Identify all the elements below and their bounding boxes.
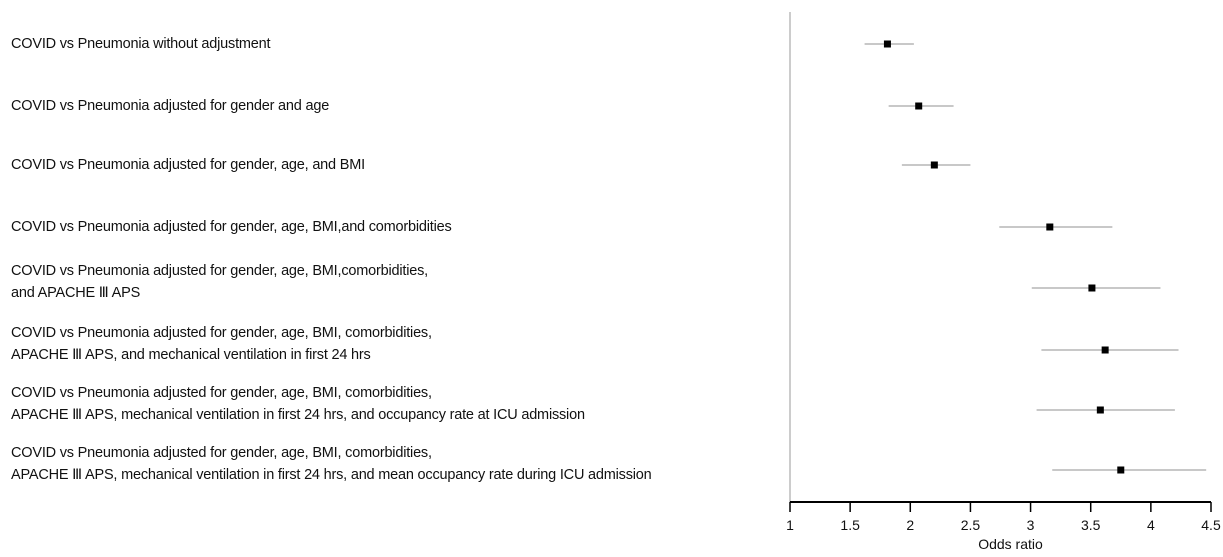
point-estimate bbox=[1088, 284, 1096, 292]
x-axis-title: Odds ratio bbox=[978, 536, 1043, 552]
row-label-line: COVID vs Pneumonia without adjustment bbox=[11, 36, 271, 52]
row-label-line: COVID vs Pneumonia adjusted for gender, … bbox=[11, 263, 428, 279]
row-label-line: APACHE Ⅲ APS, and mechanical ventilation… bbox=[11, 347, 371, 363]
row-label: COVID vs Pneumonia without adjustment bbox=[11, 33, 271, 55]
row-label-line: APACHE Ⅲ APS, mechanical ventilation in … bbox=[11, 407, 585, 423]
row-label-line: COVID vs Pneumonia adjusted for gender, … bbox=[11, 325, 432, 341]
row-label: COVID vs Pneumonia adjusted for gender a… bbox=[11, 95, 329, 117]
row-label-line: and APACHE Ⅲ APS bbox=[11, 285, 141, 301]
row-label: COVID vs Pneumonia adjusted for gender, … bbox=[11, 442, 652, 486]
x-tick-label: 1.5 bbox=[840, 517, 860, 533]
row-label-line: COVID vs Pneumonia adjusted for gender, … bbox=[11, 219, 452, 235]
row-label-line: APACHE Ⅲ APS, mechanical ventilation in … bbox=[11, 467, 652, 483]
point-estimate bbox=[1117, 466, 1125, 474]
row-label: COVID vs Pneumonia adjusted for gender, … bbox=[11, 260, 428, 304]
point-estimate bbox=[1096, 406, 1104, 414]
x-tick-label: 4.5 bbox=[1201, 517, 1221, 533]
x-tick-label: 1 bbox=[786, 517, 794, 533]
row-labels: COVID vs Pneumonia without adjustment COV… bbox=[11, 33, 652, 486]
row-label: COVID vs Pneumonia adjusted for gender, … bbox=[11, 154, 365, 176]
row-label-line: COVID vs Pneumonia adjusted for gender, … bbox=[11, 445, 432, 461]
row-label-line: COVID vs Pneumonia adjusted for gender, … bbox=[11, 385, 432, 401]
x-tick-label: 3.5 bbox=[1081, 517, 1101, 533]
point-estimate bbox=[1046, 223, 1054, 231]
row-label: COVID vs Pneumonia adjusted for gender, … bbox=[11, 216, 452, 238]
x-tick-label: 2 bbox=[906, 517, 914, 533]
x-tick-label: 4 bbox=[1147, 517, 1155, 533]
x-tick-label: 2.5 bbox=[961, 517, 981, 533]
x-tick-label: 3 bbox=[1027, 517, 1035, 533]
row-label: COVID vs Pneumonia adjusted for gender, … bbox=[11, 322, 432, 366]
point-estimate bbox=[883, 40, 891, 48]
point-estimate bbox=[930, 161, 938, 169]
row-label-line: COVID vs Pneumonia adjusted for gender a… bbox=[11, 98, 330, 114]
row-label: COVID vs Pneumonia adjusted for gender, … bbox=[11, 382, 585, 426]
row-label-line: COVID vs Pneumonia adjusted for gender, … bbox=[11, 157, 365, 173]
point-estimate bbox=[1101, 346, 1109, 354]
point-estimate bbox=[915, 102, 923, 110]
